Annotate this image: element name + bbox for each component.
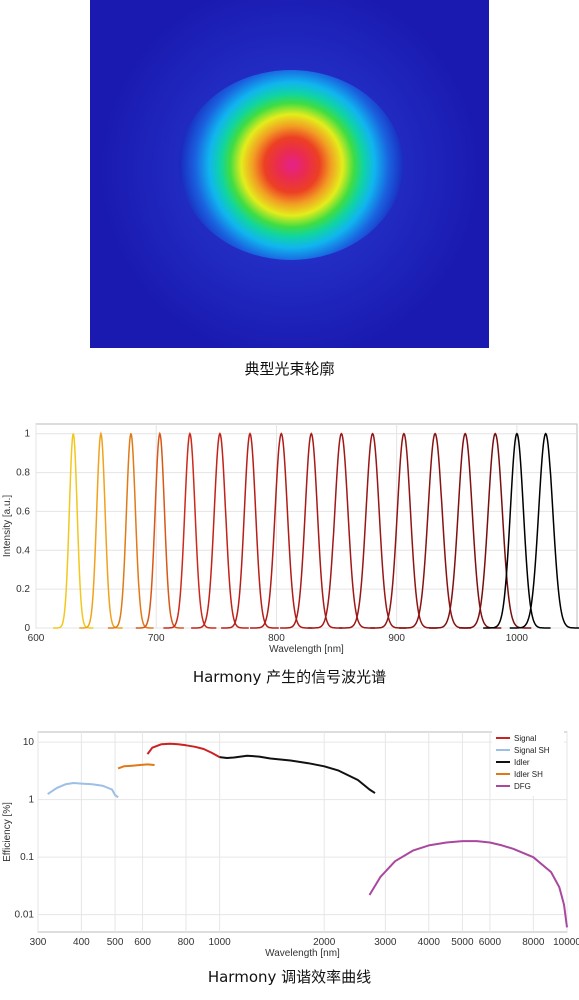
legend-label: Signal xyxy=(514,734,536,743)
x-axis-label: Wavelength [nm] xyxy=(265,948,340,959)
spectrum-peak-17 xyxy=(509,432,579,629)
spectrum-peak-8 xyxy=(250,432,313,629)
spectrum-peak-12 xyxy=(370,432,438,629)
y-tick-label: 0.4 xyxy=(16,545,30,556)
spectrum-peak-3 xyxy=(107,432,154,629)
spectrum-peak-4 xyxy=(135,431,184,629)
x-tick-label: 600 xyxy=(134,937,151,948)
legend-label: Idler xyxy=(514,758,530,767)
beam-profile-caption: 典型光束轮廓 xyxy=(244,360,335,378)
x-tick-label: 8000 xyxy=(522,937,545,948)
x-tick-label: 1000 xyxy=(506,633,529,644)
x-tick-label: 10000 xyxy=(553,937,579,948)
y-tick-label: 10 xyxy=(23,737,35,748)
x-tick-label: 1000 xyxy=(209,937,232,948)
signal-spectrum-caption: Harmony 产生的信号波光谱 xyxy=(192,668,387,686)
y-tick-label: 0.1 xyxy=(20,852,34,863)
series-line-signal-sh xyxy=(47,782,119,799)
spectrum-peak-10 xyxy=(307,432,375,629)
y-tick-label: 0.8 xyxy=(16,468,30,479)
x-tick-label: 400 xyxy=(73,937,90,948)
x-tick-label: 2000 xyxy=(313,937,336,948)
x-tick-label: 3000 xyxy=(374,937,397,948)
tuning-efficiency-caption: Harmony 调谐效率曲线 xyxy=(207,968,372,986)
signal-spectrum-chart: 600 700 800 900 1000 0 0.2 0.4 0.6 0.8 1 Wavelength… xyxy=(2,423,579,655)
x-tick-label: 800 xyxy=(178,937,195,948)
x-tick-label: 5000 xyxy=(451,937,474,948)
x-tick-label: 4000 xyxy=(418,937,441,948)
y-tick-label: 0 xyxy=(24,623,30,634)
x-tick-label: 300 xyxy=(30,937,47,948)
y-tick-label: 1 xyxy=(28,795,34,806)
legend-label: Signal SH xyxy=(514,746,550,755)
x-axis-label: Wavelength [nm] xyxy=(269,644,344,655)
y-tick-label: 0.01 xyxy=(15,910,35,921)
plot-area xyxy=(35,423,578,629)
y-axis-label: Efficiency [%] xyxy=(2,802,13,862)
series-line-signal xyxy=(146,742,221,758)
legend-label: Idler SH xyxy=(514,770,543,779)
x-tick-label: 800 xyxy=(268,633,285,644)
legend-label: DFG xyxy=(514,782,531,791)
y-tick-label: 0.2 xyxy=(16,584,30,595)
tuning-efficiency-chart: 300 400 500 600 800 1000 2000 3000 4000 5000 6000 8… xyxy=(2,730,579,959)
y-axis-label: Intensity [a.u.] xyxy=(2,495,13,557)
x-tick-label: 900 xyxy=(388,633,405,644)
series-line-idler xyxy=(219,754,376,794)
x-tick-label: 700 xyxy=(148,633,165,644)
spectrum-peak-11 xyxy=(339,432,407,629)
spectrum-peak-16 xyxy=(483,432,551,629)
y-tick-label: 1 xyxy=(24,429,30,440)
x-tick-label: 500 xyxy=(107,937,124,948)
spectrum-peak-9 xyxy=(280,432,343,629)
y-tick-label: 0.6 xyxy=(16,506,30,517)
beam-profile-image xyxy=(90,0,489,348)
series-line-dfg xyxy=(368,840,568,928)
series-line-idler-sh xyxy=(117,763,155,770)
x-tick-label: 6000 xyxy=(479,937,502,948)
spectrum-peak-7 xyxy=(221,432,279,629)
x-tick-label: 600 xyxy=(28,633,45,644)
spectrum-peak-5 xyxy=(163,431,217,629)
spectrum-peak-6 xyxy=(191,432,249,629)
